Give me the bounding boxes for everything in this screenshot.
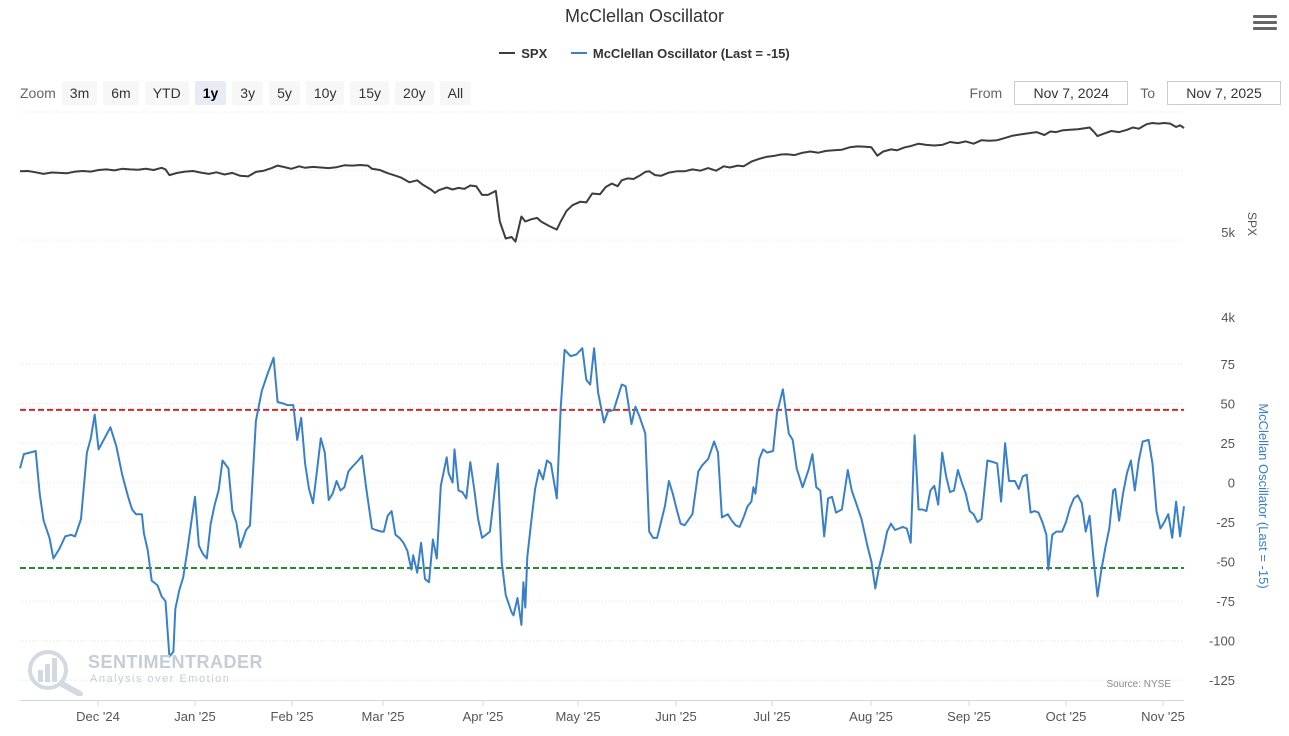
hamburger-menu-icon[interactable] bbox=[1253, 12, 1277, 32]
reference-lines bbox=[20, 408, 1184, 569]
oscillator-tick-label: -25 bbox=[1216, 515, 1235, 530]
legend-label-oscillator: McClellan Oscillator (Last = -15) bbox=[592, 45, 790, 61]
chart-legend: SPX McClellan Oscillator (Last = -15) bbox=[0, 42, 1289, 61]
to-date-input[interactable]: Nov 7, 2025 bbox=[1167, 81, 1281, 105]
oscillator-tick-label: 0 bbox=[1228, 476, 1235, 491]
x-tick-label: May '25 bbox=[555, 709, 600, 724]
zoom-button-10y[interactable]: 10y bbox=[305, 81, 345, 105]
watermark-name: SENTIMENTRADER bbox=[88, 652, 264, 672]
series-lines bbox=[19, 122, 1185, 658]
oscillator-tick-label: -100 bbox=[1209, 634, 1235, 649]
oscillator-axis-title: McClellan Oscillator (Last = -15) bbox=[1256, 403, 1271, 588]
x-tick-label: Mar '25 bbox=[362, 709, 405, 724]
from-label: From bbox=[969, 85, 1003, 101]
watermark-tagline: Analysis over Emotion bbox=[90, 673, 231, 685]
oscillator-series-line bbox=[19, 347, 1185, 658]
legend-label-spx: SPX bbox=[521, 45, 548, 61]
spx-axis-title: SPX bbox=[1245, 212, 1259, 236]
spx-series-line bbox=[19, 122, 1185, 243]
date-range: From Nov 7, 2024 To Nov 7, 2025 bbox=[970, 81, 1281, 105]
legend-swatch-oscillator bbox=[570, 52, 587, 54]
zoom-button-ytd[interactable]: YTD bbox=[144, 81, 189, 105]
oscillator-tick-label: -50 bbox=[1216, 555, 1235, 570]
zoom-button-5y[interactable]: 5y bbox=[269, 81, 300, 105]
spx-tick-label: 4k bbox=[1221, 310, 1235, 325]
x-tick-label: Apr '25 bbox=[463, 709, 504, 724]
oscillator-tick-label: 75 bbox=[1221, 357, 1235, 372]
x-tick-label: Oct '25 bbox=[1046, 709, 1087, 724]
zoom-button-6m[interactable]: 6m bbox=[103, 81, 139, 105]
grid-lines bbox=[20, 111, 1184, 706]
x-tick-labels: Dec '24 Jan '25 Feb '25 Mar '25 Apr '25 May '… bbox=[76, 709, 1185, 724]
legend-item-oscillator[interactable]: McClellan Oscillator (Last = -15) bbox=[570, 45, 790, 61]
zoom-label: Zoom bbox=[20, 85, 56, 101]
oscillator-tick-label: -75 bbox=[1216, 594, 1235, 609]
x-tick-label: Aug '25 bbox=[849, 709, 893, 724]
x-tick-label: Feb '25 bbox=[271, 709, 314, 724]
source-note: Source: NYSE bbox=[1106, 679, 1171, 690]
oscillator-tick-label: 50 bbox=[1221, 397, 1235, 412]
legend-swatch-spx bbox=[499, 52, 516, 54]
x-tick-label: Jun '25 bbox=[655, 709, 697, 724]
oscillator-tick-label: -125 bbox=[1209, 673, 1235, 688]
zoom-button-1y[interactable]: 1y bbox=[194, 81, 227, 105]
zoom-button-20y[interactable]: 20y bbox=[395, 81, 434, 105]
y-tick-labels: 5k 4k 75 50 25 0 -25 -50 -75 -100 -125 bbox=[1209, 225, 1236, 688]
watermark-magnifier-icon bbox=[28, 650, 83, 696]
oscillator-tick-label: 25 bbox=[1221, 436, 1235, 451]
x-tick-label: Dec '24 bbox=[76, 709, 120, 724]
to-label: To bbox=[1140, 85, 1155, 101]
from-date-input[interactable]: Nov 7, 2024 bbox=[1014, 81, 1129, 105]
x-tick-label: Jan '25 bbox=[174, 709, 216, 724]
x-tick-label: Nov '25 bbox=[1141, 709, 1185, 724]
x-tick-label: Jul '25 bbox=[753, 709, 790, 724]
spx-tick-label: 5k bbox=[1221, 225, 1235, 240]
zoom-button-all[interactable]: All bbox=[439, 81, 472, 105]
chart-title: McClellan Oscillator bbox=[564, 6, 725, 26]
legend-item-spx[interactable]: SPX bbox=[499, 46, 547, 61]
axis-titles: SPX McClellan Oscillator (Last = -15) bbox=[1245, 212, 1271, 589]
zoom-controls: Zoom 3m 6m YTD 1y 3y 5y 10y 15y 20y All bbox=[20, 81, 477, 105]
zoom-button-15y[interactable]: 15y bbox=[350, 81, 390, 105]
x-tick-label: Sep '25 bbox=[947, 709, 991, 724]
zoom-button-3m[interactable]: 3m bbox=[61, 81, 98, 105]
zoom-button-3y[interactable]: 3y bbox=[232, 81, 264, 105]
